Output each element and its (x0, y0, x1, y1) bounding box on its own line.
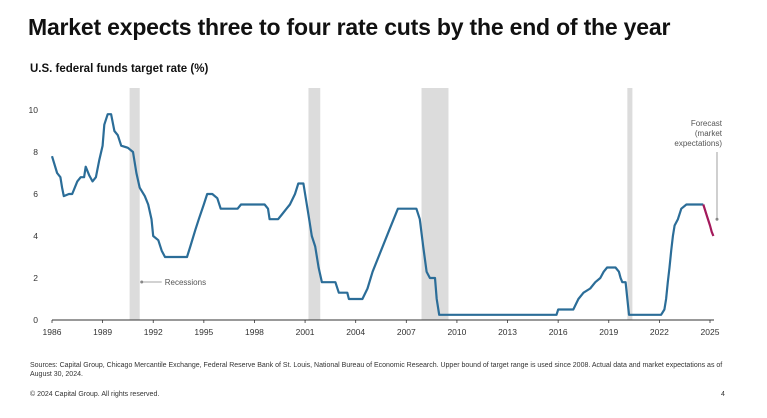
series-forecast-line (702, 204, 715, 237)
y-tick-label: 4 (33, 231, 38, 241)
x-tick-label: 1992 (144, 327, 163, 337)
y-tick-label: 6 (33, 189, 38, 199)
recession-bands (129, 88, 633, 320)
y-tick-label: 2 (33, 273, 38, 283)
x-tick-label: 2025 (701, 327, 720, 337)
copyright: © 2024 Capital Group. All rights reserve… (30, 391, 160, 398)
recessions-label: Recessions (165, 278, 206, 287)
recession-band-4 (627, 88, 633, 320)
x-tick-label: 2010 (447, 327, 466, 337)
recession-band-1 (129, 88, 140, 320)
x-tick-label: 2019 (599, 327, 618, 337)
y-tick-label: 10 (29, 105, 39, 115)
chart-subtitle: U.S. federal funds target rate (%) (30, 63, 209, 75)
y-tick-label: 0 (33, 315, 38, 325)
series-lines (50, 113, 715, 316)
x-tick-label: 2013 (498, 327, 517, 337)
x-tick-label: 2004 (346, 327, 365, 337)
recession-band-2 (308, 88, 321, 320)
x-tick-label: 1998 (245, 327, 264, 337)
x-tick-label: 1995 (194, 327, 213, 337)
recessions-leader-dot (140, 280, 144, 284)
series-actual-line (50, 113, 704, 316)
forecast-label: Forecast (market expectations) (674, 119, 722, 148)
y-tick-labels: 0 2 4 6 8 10 (29, 105, 39, 325)
x-tick-label: 1986 (43, 327, 62, 337)
x-tick-label: 2016 (549, 327, 568, 337)
y-tick-label: 8 (33, 147, 38, 157)
x-tick-label: 2001 (296, 327, 315, 337)
forecast-leader-dot (715, 217, 719, 221)
annotations: Recessions Forecast (market expectations) (140, 119, 723, 287)
x-tick-label: 2022 (650, 327, 669, 337)
page-number: 4 (721, 391, 725, 398)
x-tick-labels: 1986 1989 1992 1995 1998 2001 2004 2007 2010 2013… (43, 320, 720, 337)
source-note: Sources: Capital Group, Chicago Mercanti… (30, 362, 723, 378)
page-title: Market expects three to four rate cuts b… (28, 14, 671, 40)
x-tick-label: 1989 (93, 327, 112, 337)
x-tick-label: 2007 (397, 327, 416, 337)
